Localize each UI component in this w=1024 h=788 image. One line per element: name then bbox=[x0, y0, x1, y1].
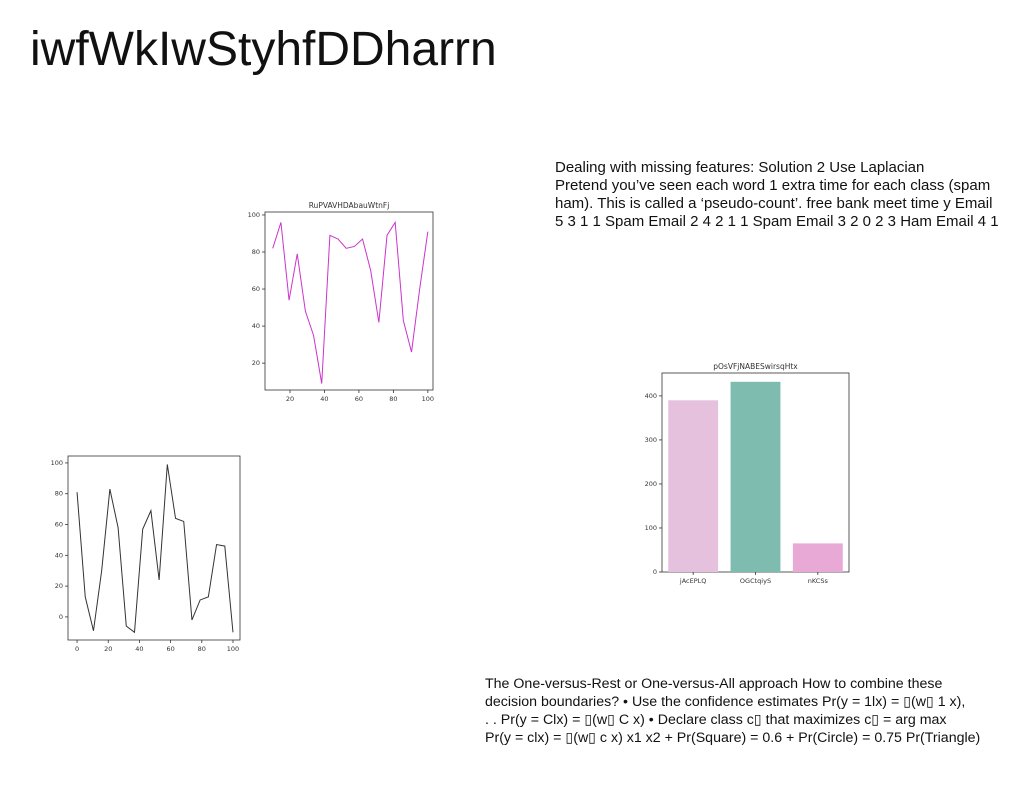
y-tick-label: 40 bbox=[55, 551, 63, 559]
text-line: Pretend you’ve seen each word 1 extra ti… bbox=[555, 177, 991, 194]
x-tick-label: OGCtqiyS bbox=[740, 577, 771, 585]
bar bbox=[792, 543, 843, 572]
x-tick-label: nKCSs bbox=[808, 577, 829, 585]
line bbox=[76, 464, 234, 634]
y-tick-label: 20 bbox=[252, 359, 260, 367]
plot-frame bbox=[67, 455, 241, 641]
text-line: 5 3 1 1 Spam Email 2 4 2 1 1 Spam Email … bbox=[555, 213, 999, 230]
y-tick-label: 60 bbox=[55, 521, 63, 529]
text-line: Pr(y = clx) = ▯(w▯ c x) x1 x2 + Pr(Squar… bbox=[485, 730, 981, 746]
y-tick-label: 0 bbox=[59, 613, 63, 621]
y-tick-label: 100 bbox=[645, 524, 657, 532]
chart-title: RuPVAVHDAbauWtnFj bbox=[309, 201, 390, 210]
text-line: The One-versus-Rest or One-versus-All ap… bbox=[485, 676, 943, 692]
x-tick-label: 40 bbox=[320, 395, 328, 403]
y-tick-label: 60 bbox=[252, 285, 260, 293]
x-tick-label: 20 bbox=[286, 395, 294, 403]
chart-title: pOsVFjNABESwirsqHtx bbox=[713, 362, 798, 371]
text-line: . . Pr(y = Clx) = ▯(w▯ C x) • Declare cl… bbox=[485, 712, 947, 728]
y-tick-label: 40 bbox=[252, 322, 260, 330]
x-tick-label: jAcEPLQ bbox=[679, 577, 706, 585]
x-tick-label: 100 bbox=[227, 645, 239, 653]
text-line: Dealing with missing features: Solution … bbox=[555, 159, 925, 176]
x-tick-label: 60 bbox=[166, 645, 174, 653]
y-tick-label: 80 bbox=[55, 490, 63, 498]
y-tick-label: 0 bbox=[653, 568, 657, 576]
text-block: The One-versus-Rest or One-versus-All ap… bbox=[485, 675, 980, 747]
y-tick-label: 80 bbox=[252, 248, 260, 256]
text-line: decision boundaries? • Use the confidenc… bbox=[485, 694, 966, 710]
x-tick-label: 60 bbox=[355, 395, 363, 403]
y-tick-label: 300 bbox=[645, 436, 657, 444]
text-block: Dealing with missing features: Solution … bbox=[555, 159, 999, 231]
y-tick-label: 20 bbox=[55, 582, 63, 590]
bar bbox=[730, 381, 781, 572]
text-line: ham). This is called a ‘pseudo-count’. f… bbox=[555, 195, 993, 212]
x-tick-label: 20 bbox=[104, 645, 112, 653]
y-tick-label: 400 bbox=[645, 392, 657, 400]
bar bbox=[668, 400, 719, 572]
y-tick-label: 100 bbox=[248, 211, 260, 219]
y-tick-label: 100 bbox=[51, 459, 63, 467]
page-title: iwfWkIwStyhfDDharrn bbox=[30, 23, 497, 76]
x-tick-label: 80 bbox=[389, 395, 397, 403]
x-tick-label: 40 bbox=[135, 645, 143, 653]
x-tick-label: 100 bbox=[422, 395, 434, 403]
y-tick-label: 200 bbox=[645, 480, 657, 488]
plot-frame bbox=[264, 211, 434, 391]
line bbox=[272, 220, 429, 384]
x-tick-label: 80 bbox=[198, 645, 206, 653]
x-tick-label: 0 bbox=[75, 645, 79, 653]
